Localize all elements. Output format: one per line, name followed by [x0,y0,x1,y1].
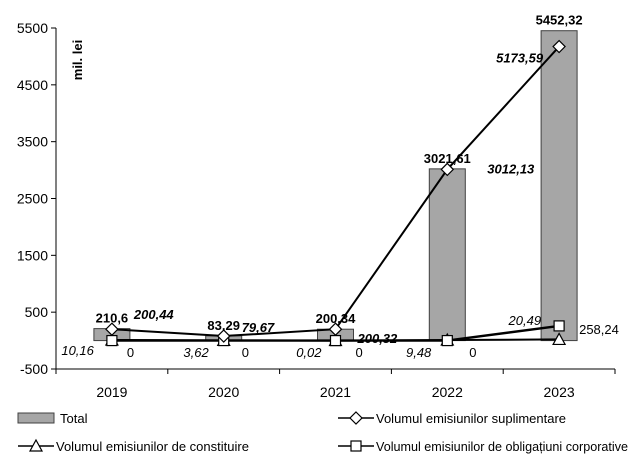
point-diamond [328,322,343,337]
x-tick-label: 2021 [320,384,351,400]
bar-total-label: 3021,61 [424,151,471,166]
y-axis-title: mil. lei [70,40,85,80]
legend-label-obligatiuni: Volumul emisiunilor de obligațiuni corpo… [376,439,628,454]
series-line-diamond [111,45,560,338]
bar-total-label: 5452,32 [536,13,583,28]
x-tick-label: 2023 [544,384,575,400]
point-diamond [216,329,231,343]
series-label-constituire: 9,48 [406,345,432,360]
y-tick-label: 500 [25,304,49,320]
series-label-obligatiuni: 0 [356,345,363,360]
series-label-constituire: 3,62 [183,345,209,360]
bar-total-label: 210,6 [96,311,129,326]
legend-label-suplimentare: Volumul emisiunilor suplimentare [376,411,566,426]
y-tick-label: 3500 [17,134,48,150]
series-label-constituire: 0,02 [296,345,322,360]
legend-label-constituire: Volumul emisiunilor de constituire [56,439,249,454]
series-label-constituire: 20,49 [508,313,542,328]
point-triangle [552,332,567,346]
point-square [441,334,453,347]
point-diamond [552,39,566,54]
y-tick-label: -500 [20,361,48,377]
point-square [106,334,118,347]
series-label-obligatiuni: 0 [242,345,249,360]
series-label-suplimentare: 5173,59 [496,51,544,66]
bar-total-label: 83,29 [207,318,240,333]
point-square [553,320,565,332]
series-label-suplimentare: 200,44 [133,307,175,322]
legend-label-total: Total [60,411,88,426]
series-label-suplimentare: 79,67 [242,320,275,335]
point-diamond [440,162,455,177]
x-tick-label: 2020 [208,384,239,400]
y-tick-label: 5500 [17,20,48,36]
series-label-suplimentare: 200,32 [357,331,399,346]
series-label-obligatiuni: 258,24 [579,322,619,337]
point-diamond [105,322,119,337]
legend-swatch-total [17,412,55,424]
y-tick-label: 1500 [17,247,48,263]
legend-marker-constituire [28,438,44,452]
x-tick-label: 2019 [96,384,127,400]
bar-total [428,168,466,342]
y-tick-label: 2500 [17,191,48,207]
point-square [329,334,342,347]
series-label-suplimentare: 3012,13 [487,161,535,176]
y-tick-label: 4500 [17,77,48,93]
series-label-constituire: 10,16 [61,343,94,358]
series-label-obligatiuni: 0 [469,345,476,360]
series-label-obligatiuni: 0 [127,345,134,360]
x-tick-label: 2022 [432,384,463,400]
bar-total [540,30,578,342]
legend-marker-obligatiuni [350,440,362,452]
legend-marker-suplimentare [349,411,363,425]
